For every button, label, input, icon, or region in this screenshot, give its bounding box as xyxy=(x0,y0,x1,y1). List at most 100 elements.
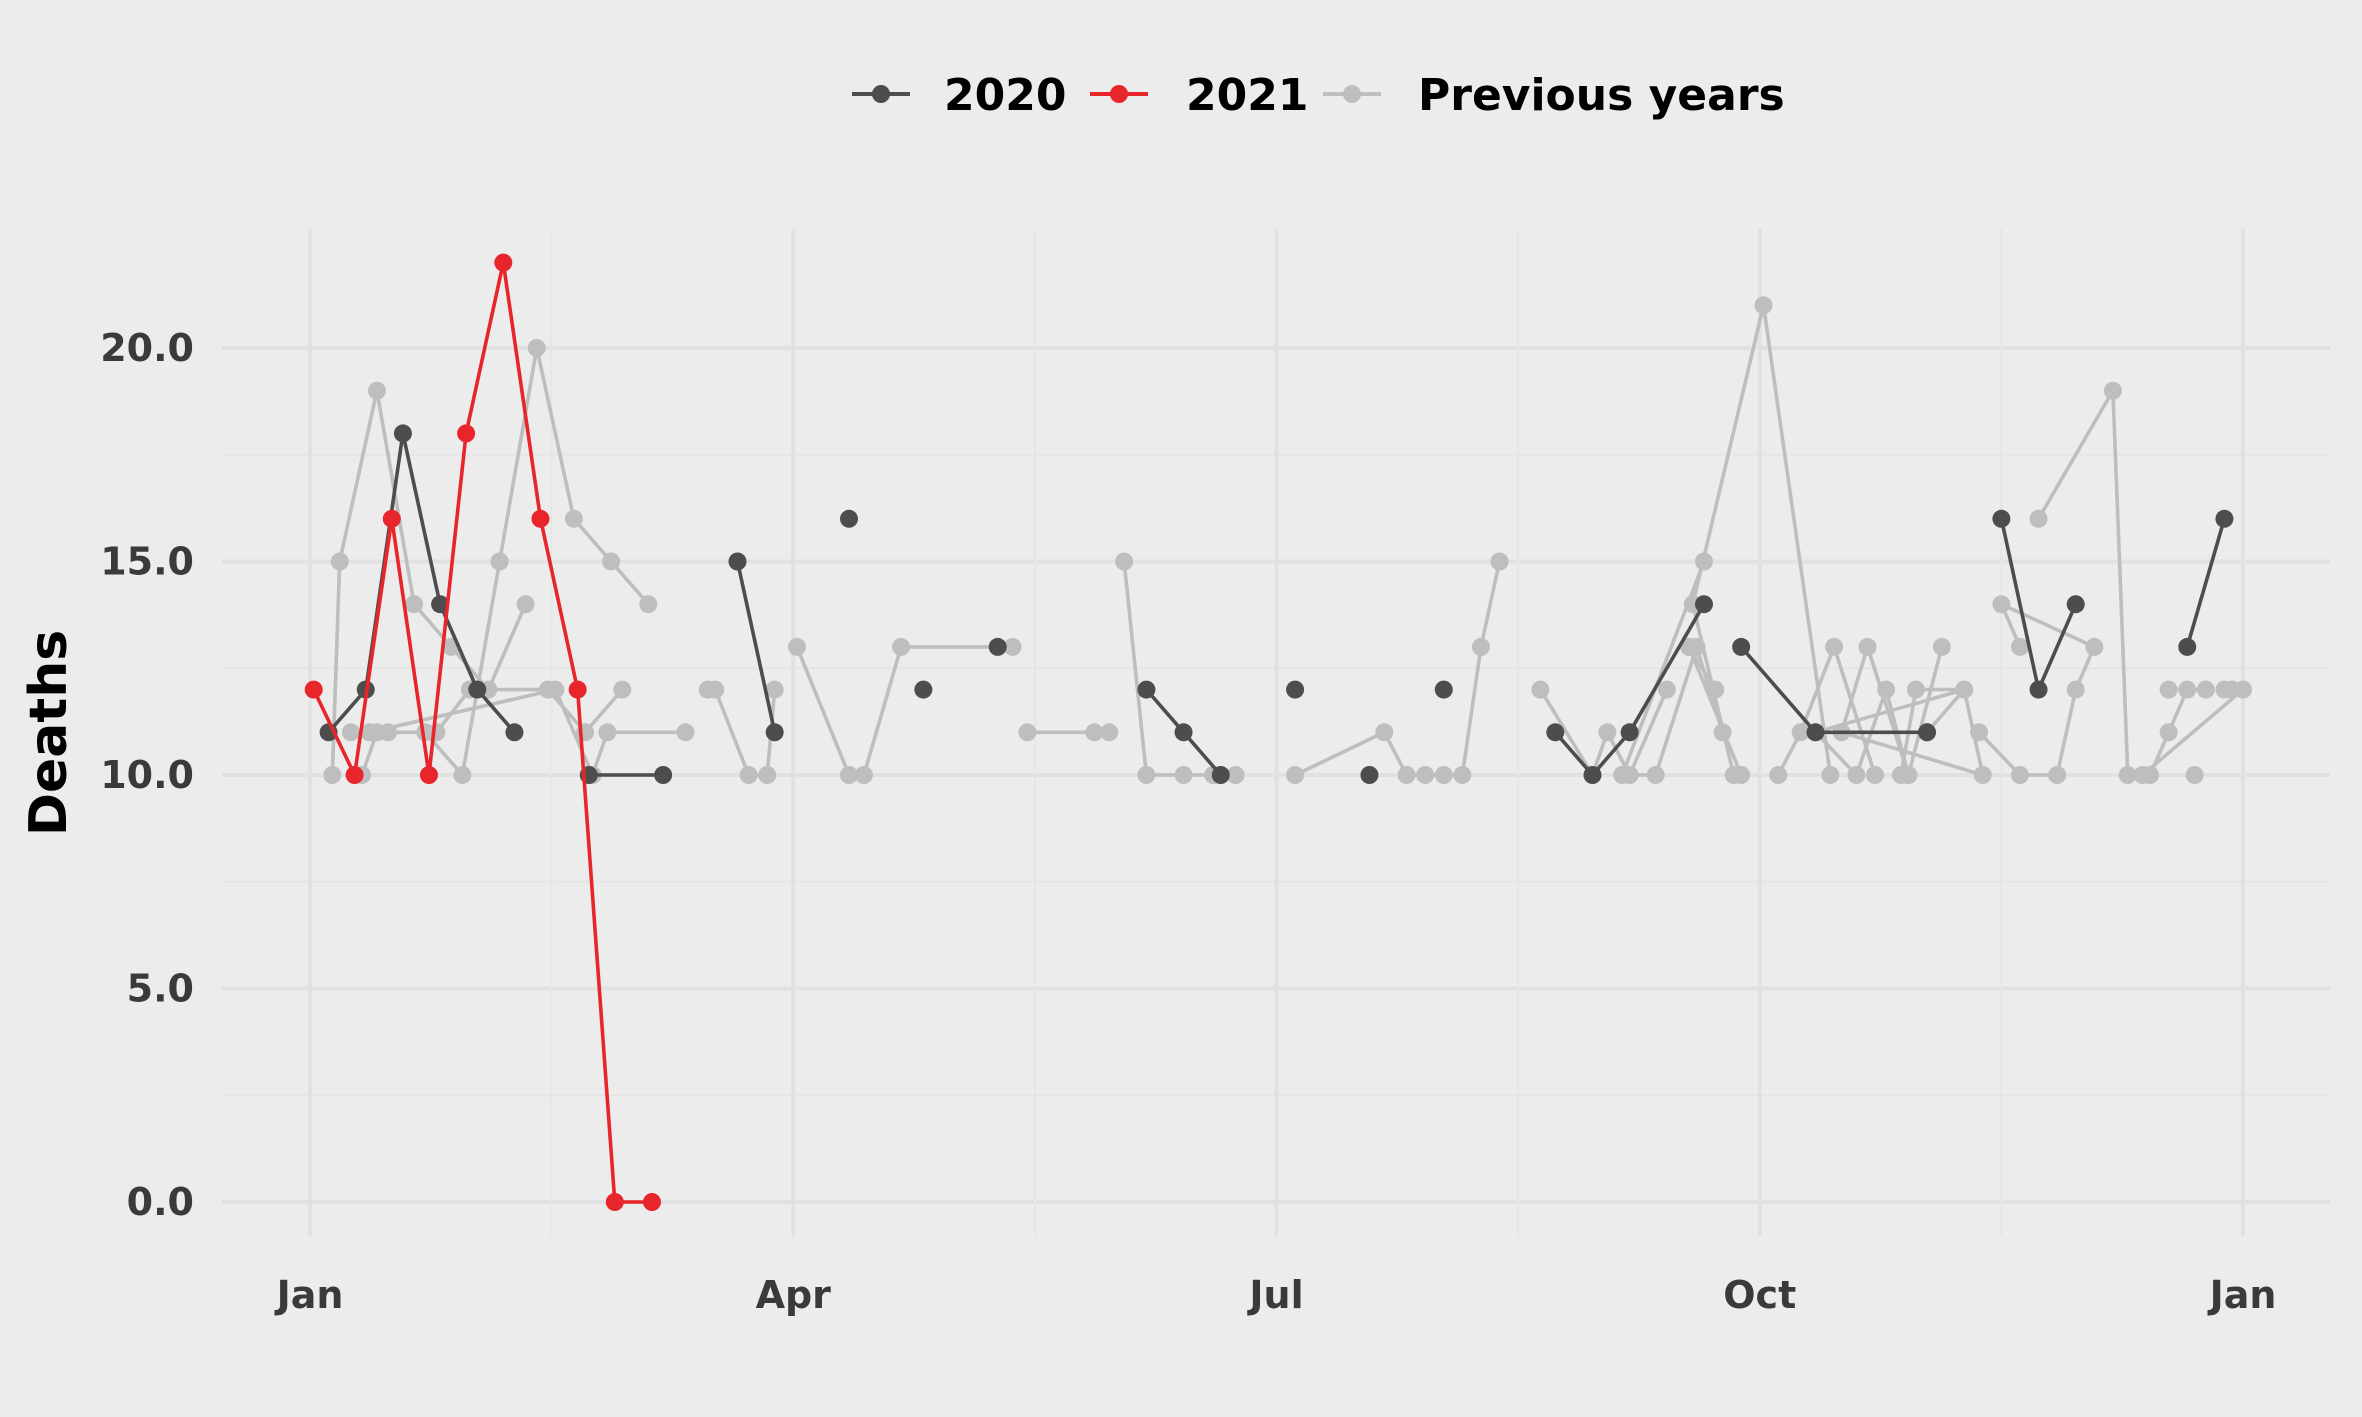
data-point-previous-years xyxy=(2010,766,2029,784)
legend-label: Previous years xyxy=(1418,70,1785,121)
data-point-2021 xyxy=(382,509,401,528)
data-point-previous-years xyxy=(2029,509,2048,528)
legend-item-2020: 2020 xyxy=(852,70,1066,121)
data-point-2021 xyxy=(605,1193,624,1211)
data-point-previous-years xyxy=(2103,381,2122,400)
y-axis-title: Deaths xyxy=(19,630,79,836)
data-point-2021 xyxy=(531,509,550,528)
data-point-previous-years xyxy=(341,723,360,742)
data-point-previous-years xyxy=(2159,723,2178,742)
series-line-2020 xyxy=(1999,518,2078,692)
data-point-previous-years xyxy=(758,766,777,784)
legend: 2020 2021 Previous years xyxy=(852,70,1785,121)
y-tick-label: 15.0 xyxy=(100,540,194,584)
data-point-previous-years xyxy=(854,766,873,784)
data-point-previous-years xyxy=(1713,723,1732,742)
data-point-2020 xyxy=(2066,595,2085,614)
data-point-previous-years xyxy=(1416,766,1435,784)
data-point-previous-years xyxy=(639,595,658,614)
data-point-2021 xyxy=(568,680,587,699)
data-point-previous-years xyxy=(892,637,911,656)
series-line-previous-years xyxy=(1776,645,1877,776)
data-point-previous-years xyxy=(1598,723,1617,742)
data-point-previous-years xyxy=(1657,680,1676,699)
data-point-previous-years xyxy=(840,766,859,784)
data-point-2020 xyxy=(1992,509,2011,528)
series-line-previous-years xyxy=(2141,687,2245,777)
data-point-previous-years xyxy=(1906,680,1925,699)
data-point-previous-years xyxy=(1899,766,1918,784)
data-point-previous-years xyxy=(1085,723,1104,742)
data-point-2020 xyxy=(1620,723,1639,742)
data-point-2020 xyxy=(840,509,859,528)
data-point-previous-years xyxy=(1865,766,1884,784)
data-point-previous-years xyxy=(546,680,565,699)
y-tick-label: 10.0 xyxy=(100,753,194,797)
series-2021 xyxy=(304,253,661,1211)
x-tick-label: Oct xyxy=(1723,1273,1796,1317)
grid-lines xyxy=(222,228,2330,1237)
data-point-previous-years xyxy=(1847,766,1866,784)
data-point-previous-years xyxy=(2178,680,2197,699)
data-point-previous-years xyxy=(367,381,386,400)
data-point-2020 xyxy=(728,552,747,571)
series-line-2020 xyxy=(1553,603,1706,777)
data-point-2020 xyxy=(393,424,412,443)
series-line-previous-years xyxy=(707,687,777,777)
data-point-2020 xyxy=(654,766,673,784)
data-point-2020 xyxy=(1360,766,1379,784)
data-point-previous-years xyxy=(1375,723,1394,742)
data-point-previous-years xyxy=(453,766,472,784)
data-point-2020 xyxy=(468,680,487,699)
series-line-2020 xyxy=(735,561,777,733)
data-point-previous-years xyxy=(2196,680,2215,699)
data-point-2021 xyxy=(304,680,323,699)
data-point-previous-years xyxy=(516,595,535,614)
data-point-2020 xyxy=(1211,766,1230,784)
data-point-2020 xyxy=(1694,595,1713,614)
data-point-2020 xyxy=(988,637,1007,656)
data-point-2021 xyxy=(419,766,438,784)
data-point-previous-years xyxy=(1226,766,1245,784)
data-point-previous-years xyxy=(1018,723,1037,742)
data-point-previous-years xyxy=(1992,595,2011,614)
data-point-previous-years xyxy=(1825,637,1844,656)
legend-swatch-dot xyxy=(872,85,890,103)
legend-item-previous-years: Previous years xyxy=(1323,70,1785,121)
data-point-previous-years xyxy=(1955,680,1974,699)
x-tick-label: Apr xyxy=(756,1273,832,1317)
data-point-2020 xyxy=(765,723,784,742)
data-point-2020 xyxy=(1286,680,1305,699)
legend-swatch-dot xyxy=(1110,85,1128,103)
data-point-previous-years xyxy=(1754,296,1773,315)
data-point-previous-years xyxy=(1471,637,1490,656)
data-point-previous-years xyxy=(1286,766,1305,784)
data-point-previous-years xyxy=(1613,766,1632,784)
data-point-previous-years xyxy=(765,680,784,699)
series-line-2021 xyxy=(312,260,652,1204)
data-point-previous-years xyxy=(1434,766,1453,784)
data-point-previous-years xyxy=(2085,637,2104,656)
data-point-previous-years xyxy=(1646,766,1665,784)
data-point-2021 xyxy=(457,424,476,443)
x-tick-label: Jul xyxy=(1246,1273,1303,1317)
data-point-2021 xyxy=(345,766,364,784)
data-point-previous-years xyxy=(1490,552,1509,571)
series-line-2020 xyxy=(1739,645,1927,735)
data-point-previous-years xyxy=(602,552,621,571)
data-point-previous-years xyxy=(2185,766,2204,784)
data-point-2020 xyxy=(2029,680,2048,699)
data-point-previous-years xyxy=(1724,766,1743,784)
data-point-previous-years xyxy=(1453,766,1472,784)
data-point-previous-years xyxy=(1531,680,1550,699)
data-point-2020 xyxy=(1546,723,1565,742)
data-point-2020 xyxy=(1434,680,1453,699)
data-point-2021 xyxy=(494,253,513,272)
data-point-previous-years xyxy=(1115,552,1134,571)
data-point-previous-years xyxy=(330,552,349,571)
data-point-previous-years xyxy=(1791,723,1810,742)
series-line-2020 xyxy=(2185,518,2227,648)
data-point-previous-years xyxy=(1932,637,1951,656)
data-point-2020 xyxy=(1806,723,1825,742)
